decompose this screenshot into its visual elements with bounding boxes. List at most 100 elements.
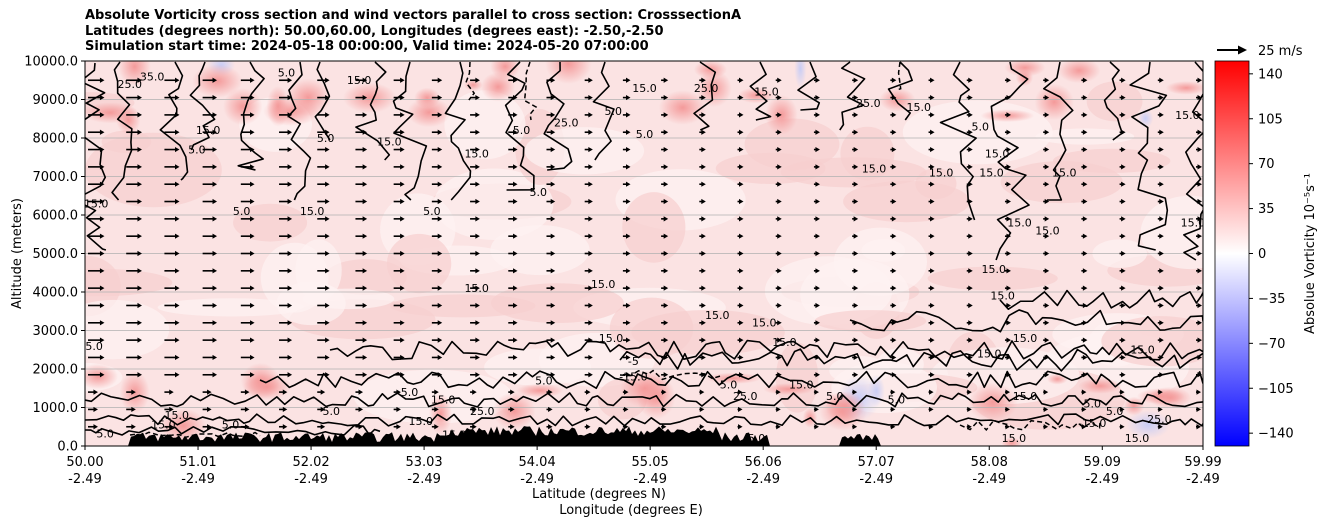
wind-vector [317,77,330,83]
wind-vector [431,406,439,413]
vorticity-patch [85,363,119,390]
wind-vector-head [930,372,935,378]
wind-vector [88,216,105,222]
contour-label: 25.0 [1147,413,1172,426]
wind-vector [470,198,480,205]
wind-vector [928,216,935,222]
wind-vector [393,233,405,239]
wind-vector [431,164,443,170]
wind-vector-head [287,250,293,257]
wind-vector-head [400,112,405,118]
wind-vector [317,406,326,413]
wind-vector-head [475,77,480,83]
wind-vector-head [701,164,706,170]
wind-vector [1119,268,1126,274]
wind-vector-head [738,112,744,118]
wind-vector [546,406,553,413]
wind-vector [88,198,105,205]
wind-vector-head [1082,112,1088,118]
wind-vector [126,233,142,239]
wind-vector-head [626,181,631,187]
wind-vector [164,268,180,274]
wind-vector-head [930,112,935,118]
wind-vector [661,198,669,205]
wind-vector-head [99,268,105,274]
contour-line [504,61,535,191]
wind-vector [1119,424,1125,430]
wind-vector-head [815,112,820,118]
wind-vector [317,233,330,239]
contour-label: 15.0 [1052,167,1077,180]
wind-vector [126,250,142,257]
wind-vector-head [137,302,142,309]
wind-vector [737,389,743,395]
wind-vector [126,146,142,153]
wind-vector [279,285,293,291]
wind-vector-head [250,250,255,257]
wind-vector [202,406,212,413]
wind-vector [1157,146,1164,153]
wind-vector-head [325,198,330,205]
x-tick-label-lat: 56.06 [745,455,782,470]
wind-vector [393,146,405,153]
vorticity-patch [545,61,592,84]
wind-vector-head [174,372,180,378]
wind-vector-head [967,406,972,413]
wind-vector-head [815,94,820,101]
wind-vector-head [853,302,859,309]
wind-vector-head [588,129,593,135]
wind-vector [737,424,743,430]
x-tick-label-lon: -2.49 [859,472,893,487]
wind-vector [1043,285,1050,291]
wind-vector [1157,285,1164,291]
wind-vector-head [588,198,593,205]
wind-vector [355,406,364,413]
wind-vector-head [1121,146,1126,153]
wind-vector-head [437,354,443,361]
wind-vector-head [815,198,820,205]
wind-vector-head [1121,268,1126,274]
wind-vector-head [137,337,142,343]
wind-vector-head [853,164,859,170]
wind-vector [1081,285,1088,291]
wind-vector [966,337,973,343]
wind-vector-head [250,77,255,83]
wind-vector-head [174,129,180,135]
wind-vector-head [325,146,330,153]
contour-line [1129,61,1169,251]
wind-vector [584,146,593,153]
wind-vector [852,198,859,205]
wind-vector-head [699,424,705,430]
wind-vector [813,389,819,395]
wind-vector-head [137,320,142,326]
wind-vector-head [1006,250,1011,257]
wind-vector [546,337,556,343]
vorticity-patch [1000,161,1123,204]
chart-title: Absolute Vorticity cross section and win… [85,8,741,55]
wind-vector-head [853,94,859,101]
wind-vector-head [930,268,935,274]
contour-line [444,61,472,201]
wind-vector-head [661,406,667,413]
wind-vector-head [250,268,255,274]
wind-vector [1043,268,1050,274]
wind-vector-head [287,320,293,326]
wind-vector-head [174,320,180,326]
wind-vector [661,181,669,187]
wind-vector-head [777,354,782,361]
wind-vector [317,337,330,343]
wind-vector-head [663,372,669,378]
wind-vector-head [699,406,705,413]
wind-vector-head [434,424,439,430]
wind-vector-head [1121,198,1126,205]
wind-vector-head [626,94,631,101]
wind-vector-head [325,250,330,257]
wind-vector-head [1006,268,1011,274]
wind-vector-head [550,354,556,361]
title-line-1: Absolute Vorticity cross section and win… [85,8,742,23]
wind-vector [1196,94,1202,101]
wind-vector [317,216,330,222]
wind-vector-head [967,389,972,395]
wind-vector [355,354,368,361]
wind-vector-head [1082,198,1088,205]
